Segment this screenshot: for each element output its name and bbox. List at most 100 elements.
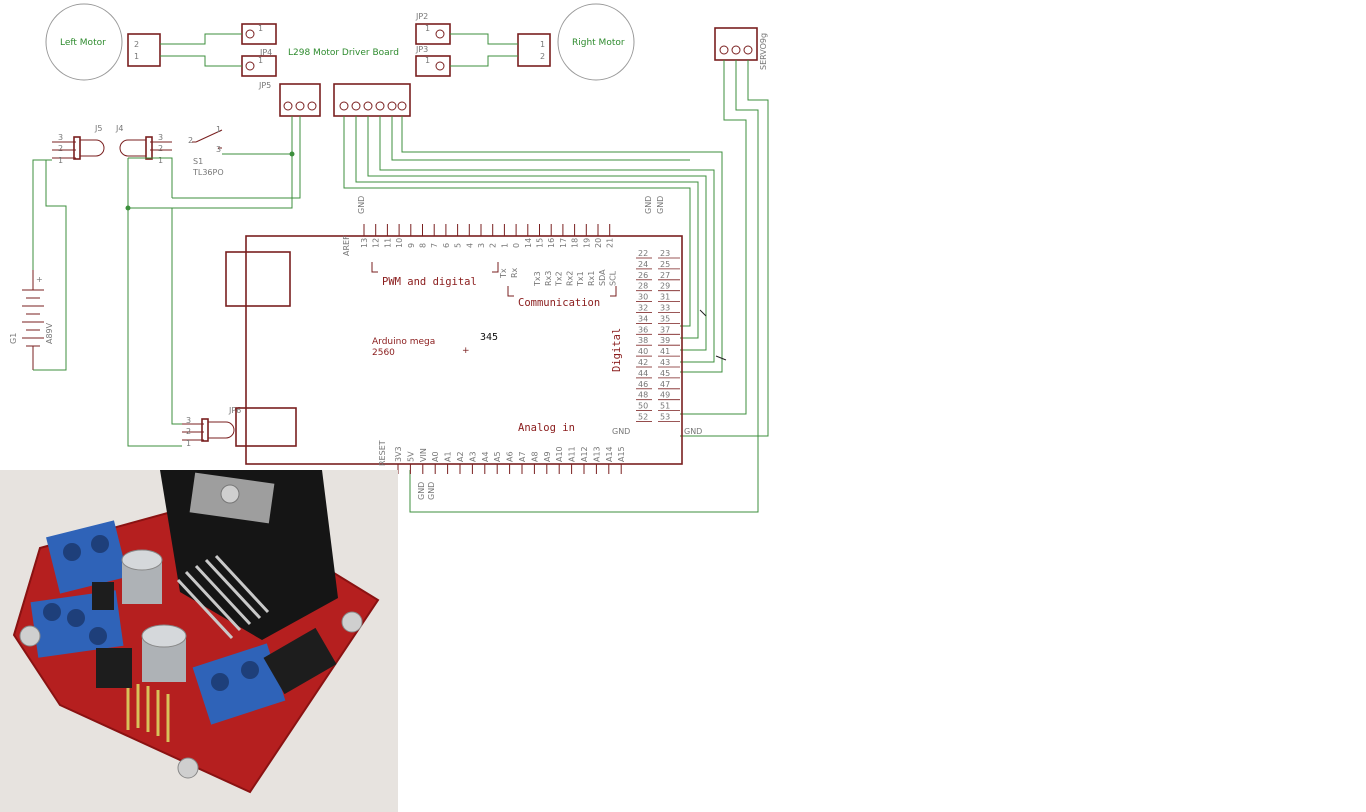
board-name-line1: Arduino mega [372, 337, 435, 347]
jumper-jp2: 1 JP2 [415, 12, 451, 45]
top-pin-label: 18 [571, 238, 580, 248]
digital-pin-label: 39 [660, 336, 670, 345]
sensor-j4: 3 2 1 J4 [115, 124, 172, 165]
tx-label: Tx [499, 268, 508, 279]
digital-pin-label: 27 [660, 271, 670, 280]
comm-pin-label: SDA [598, 269, 607, 286]
comm-pin-label: Tx3 [533, 271, 542, 287]
bottom-pin-label: A6 [506, 451, 515, 462]
digital-pin-label: 52 [638, 413, 648, 422]
gnd-bottom-1: GND [417, 482, 426, 500]
jumper-jp4: 1 JP4 [241, 23, 277, 57]
j6-p2: 2 [186, 427, 191, 436]
side-header [263, 627, 337, 695]
top-pin-label: 13 [360, 238, 369, 248]
bottom-pin-label: A14 [605, 446, 614, 462]
top-pin-label: 8 [419, 243, 428, 248]
gnd-bottom-2: GND [427, 482, 436, 500]
bottom-pin-label: A3 [468, 451, 477, 462]
digital-pin-label: 51 [660, 402, 670, 411]
top-pin-label: 7 [430, 243, 439, 248]
top-pin-label: 15 [536, 238, 545, 248]
bottom-pin-label: A12 [580, 446, 589, 462]
jp5-pin: 1 [258, 56, 263, 65]
s1-p2: 2 [188, 136, 193, 145]
digital-pin-label: 24 [638, 260, 648, 269]
bottom-pin-label: A15 [617, 446, 626, 462]
servo-connector: SERVO9g [714, 27, 768, 70]
comm-pin-labels: Tx3 Rx3 Tx2 Rx2 Tx1 Rx1 SDA SCL [533, 269, 618, 287]
digital-pin-label: 31 [660, 293, 670, 302]
digital-label: Digital [611, 328, 623, 372]
sensor-j5: 3 2 1 J5 [52, 124, 105, 165]
aref-label: AREF [342, 235, 351, 256]
gnd-outer-label: GND [684, 427, 702, 436]
driver-power-header [279, 83, 321, 117]
battery-g1: + G1 A89V [9, 270, 54, 370]
top-pin-label: 10 [395, 238, 404, 248]
digital-pin-label: 48 [638, 391, 648, 400]
digital-pin-label: 36 [638, 325, 648, 334]
top-pin-label: 0 [512, 243, 521, 248]
top-pin-label: 4 [465, 243, 474, 248]
l298n-module-photo [0, 470, 398, 812]
j4-p3: 3 [158, 133, 163, 142]
right-conn-pin1: 1 [540, 40, 545, 49]
comm-pin-label: Rx2 [565, 271, 574, 286]
digital-pin-label: 22 [638, 249, 648, 258]
comm-pin-label: SCL [609, 270, 618, 286]
j5-p3: 3 [58, 133, 63, 142]
j4-p2: 2 [158, 144, 163, 153]
top-pin-label: 6 [442, 243, 451, 248]
bottom-pin-label: A10 [555, 446, 564, 462]
jp5-label: JP5 [258, 81, 271, 90]
digital-pin-label: 29 [660, 282, 670, 291]
gnd-top-right-2: GND [656, 196, 665, 214]
bottom-pin-label: A4 [481, 451, 490, 462]
top-pin-label: 2 [489, 243, 498, 248]
bottom-pin-label: A11 [568, 446, 577, 462]
top-pin-label: 14 [524, 238, 533, 248]
digital-pin-label: 23 [660, 249, 670, 258]
digital-pin-label: 32 [638, 304, 648, 313]
digital-pin-label: 26 [638, 271, 648, 280]
header-pins [126, 684, 170, 742]
heatsink-pins [176, 554, 270, 640]
s1-part-label: TL36PO [192, 168, 224, 177]
gnd-top-right-1: GND [644, 196, 653, 214]
servo-label: SERVO9g [759, 33, 768, 70]
digital-pin-label: 47 [660, 380, 670, 389]
pwm-label: PWM and digital [382, 276, 477, 288]
crosshair-marker: + [462, 346, 470, 356]
reset-label: RESET [378, 440, 387, 466]
bottom-pin-header: 3V3 5V VIN A0 A1 A2 A3 A4 A5 A6 A7 A8 A9 A10 A11 A12 A13… [394, 446, 626, 474]
jumper-block [92, 582, 114, 610]
comm-pin-label: Rx1 [587, 271, 596, 286]
digital-pin-label: 45 [660, 369, 670, 378]
bottom-pin-label: A0 [431, 451, 440, 462]
digital-pin-label: 37 [660, 325, 670, 334]
left-conn-pin1: 1 [134, 52, 139, 61]
right-motor-label: Right Motor [572, 38, 625, 48]
top-pin-header: 13 12 11 10 9 8 7 6 5 4 3 2 1 0 14 15 16 17 18 19 20 21 [360, 224, 615, 248]
digital-pin-label: 53 [660, 413, 670, 422]
power-jack [235, 407, 297, 447]
jumper-block-2 [96, 648, 132, 688]
jp4-label: JP4 [259, 48, 272, 57]
battery-value: A89V [45, 322, 54, 344]
digital-pin-label: 40 [638, 347, 648, 356]
screw-terminal-top [46, 520, 128, 594]
driver-title: L298 Motor Driver Board [288, 48, 399, 58]
digital-pin-label: 25 [660, 260, 670, 269]
jp2-pin: 1 [425, 24, 430, 33]
right-motor: Right Motor [557, 3, 635, 81]
switch-s1: 2 1 3 S1 TL36PO [188, 125, 224, 177]
top-pin-label: 16 [547, 238, 556, 248]
jumper-jp3: 1 JP3 [415, 45, 451, 77]
top-pin-label: 12 [372, 238, 381, 248]
arduino-mega-board: Arduino mega 2560 345 + PWM and digital … [225, 196, 702, 500]
jp3-label: JP3 [415, 45, 428, 54]
rx-label: Rx [510, 267, 519, 278]
